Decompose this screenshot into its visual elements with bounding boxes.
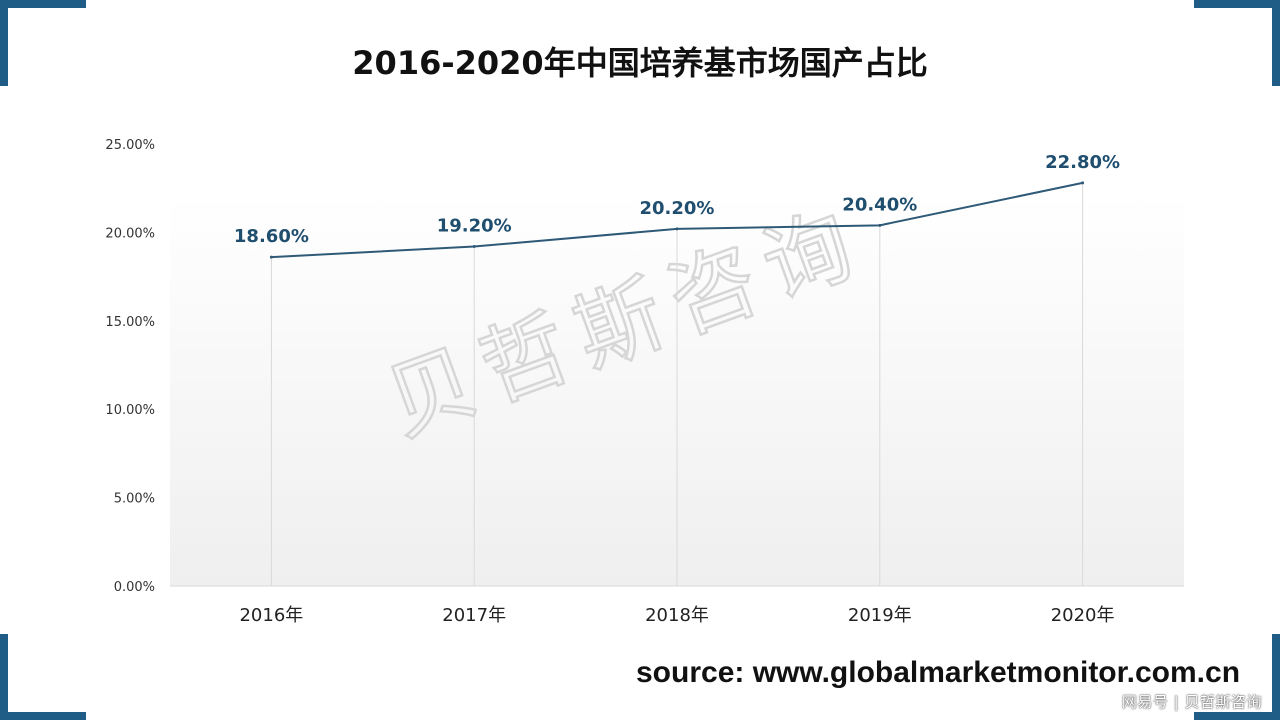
data-point [675,227,679,231]
corner-accent-bottom-right [1194,712,1280,720]
data-label: 22.80% [1045,152,1120,173]
corner-accent-top-left [0,0,8,86]
chart-title: 2016-2020年中国培养基市场国产占比 [352,44,928,82]
y-tick-label: 5.00% [114,492,155,507]
corner-accent-top-right [1272,0,1280,86]
corner-accent-top-left [0,0,86,8]
y-tick-label: 0.00% [114,580,155,595]
x-tick-label: 2018年 [645,605,709,626]
y-tick-label: 10.00% [105,403,155,418]
corner-accent-bottom-left [0,712,86,720]
data-point [472,245,476,249]
source-text: source: www.globalmarketmonitor.com.cn [636,656,1241,689]
data-label: 18.60% [234,226,309,247]
data-point [878,223,882,227]
data-label: 20.20% [640,198,715,219]
data-label: 20.40% [842,194,917,215]
y-tick-label: 15.00% [105,315,155,330]
x-tick-label: 2016年 [239,605,303,626]
corner-accent-top-right [1194,0,1280,8]
x-tick-label: 2019年 [848,605,912,626]
corner-accent-bottom-right [1272,634,1280,720]
corner-accent-bottom-left [0,634,8,720]
data-point [269,255,273,259]
publisher-badge: 网易号 | 贝哲斯咨询 [1121,693,1262,711]
data-label: 19.20% [437,216,512,237]
y-tick-label: 20.00% [105,226,155,241]
data-point [1081,181,1085,185]
y-tick-label: 25.00% [105,138,155,153]
x-tick-label: 2020年 [1051,605,1115,626]
x-tick-label: 2017年 [442,605,506,626]
